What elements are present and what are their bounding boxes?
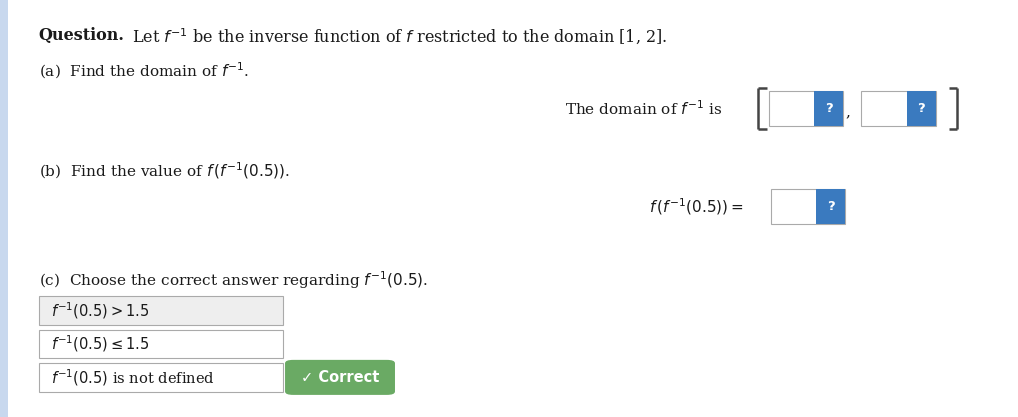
Bar — [769, 91, 843, 126]
Bar — [0, 0, 8, 417]
Text: Let $f^{-1}$ be the inverse function of $f$ restricted to the domain [1, 2].: Let $f^{-1}$ be the inverse function of … — [122, 27, 668, 47]
Text: $f^{-1}(0.5) \leq 1.5$: $f^{-1}(0.5) \leq 1.5$ — [51, 334, 150, 354]
Text: ?: ? — [827, 200, 835, 213]
Text: ,: , — [846, 106, 851, 120]
Bar — [816, 188, 845, 224]
Text: The domain of $f^{-1}$ is: The domain of $f^{-1}$ is — [565, 99, 722, 118]
Text: $f\,(f^{-1}(0.5)) =$: $f\,(f^{-1}(0.5)) =$ — [649, 196, 744, 217]
Bar — [39, 330, 283, 358]
Text: $f^{-1}(0.5)$ is not defined: $f^{-1}(0.5)$ is not defined — [51, 367, 215, 388]
Text: (a)  Find the domain of $f^{-1}$.: (a) Find the domain of $f^{-1}$. — [39, 60, 248, 81]
Text: $f^{-1}(0.5) > 1.5$: $f^{-1}(0.5) > 1.5$ — [51, 300, 150, 321]
Text: ?: ? — [917, 102, 925, 115]
Bar — [907, 91, 936, 126]
Bar — [39, 363, 283, 392]
Bar — [861, 91, 936, 126]
Bar — [39, 296, 283, 325]
Text: ?: ? — [825, 102, 833, 115]
Text: ✓ Correct: ✓ Correct — [301, 370, 379, 385]
Text: Question.: Question. — [39, 27, 124, 44]
FancyBboxPatch shape — [285, 360, 395, 395]
Bar — [814, 91, 843, 126]
Text: (b)  Find the value of $f\,(f^{-1}(0.5))$.: (b) Find the value of $f\,(f^{-1}(0.5))$… — [39, 161, 290, 181]
Text: (c)  Choose the correct answer regarding $f^{-1}(0.5)$.: (c) Choose the correct answer regarding … — [39, 269, 428, 291]
Bar — [771, 188, 845, 224]
